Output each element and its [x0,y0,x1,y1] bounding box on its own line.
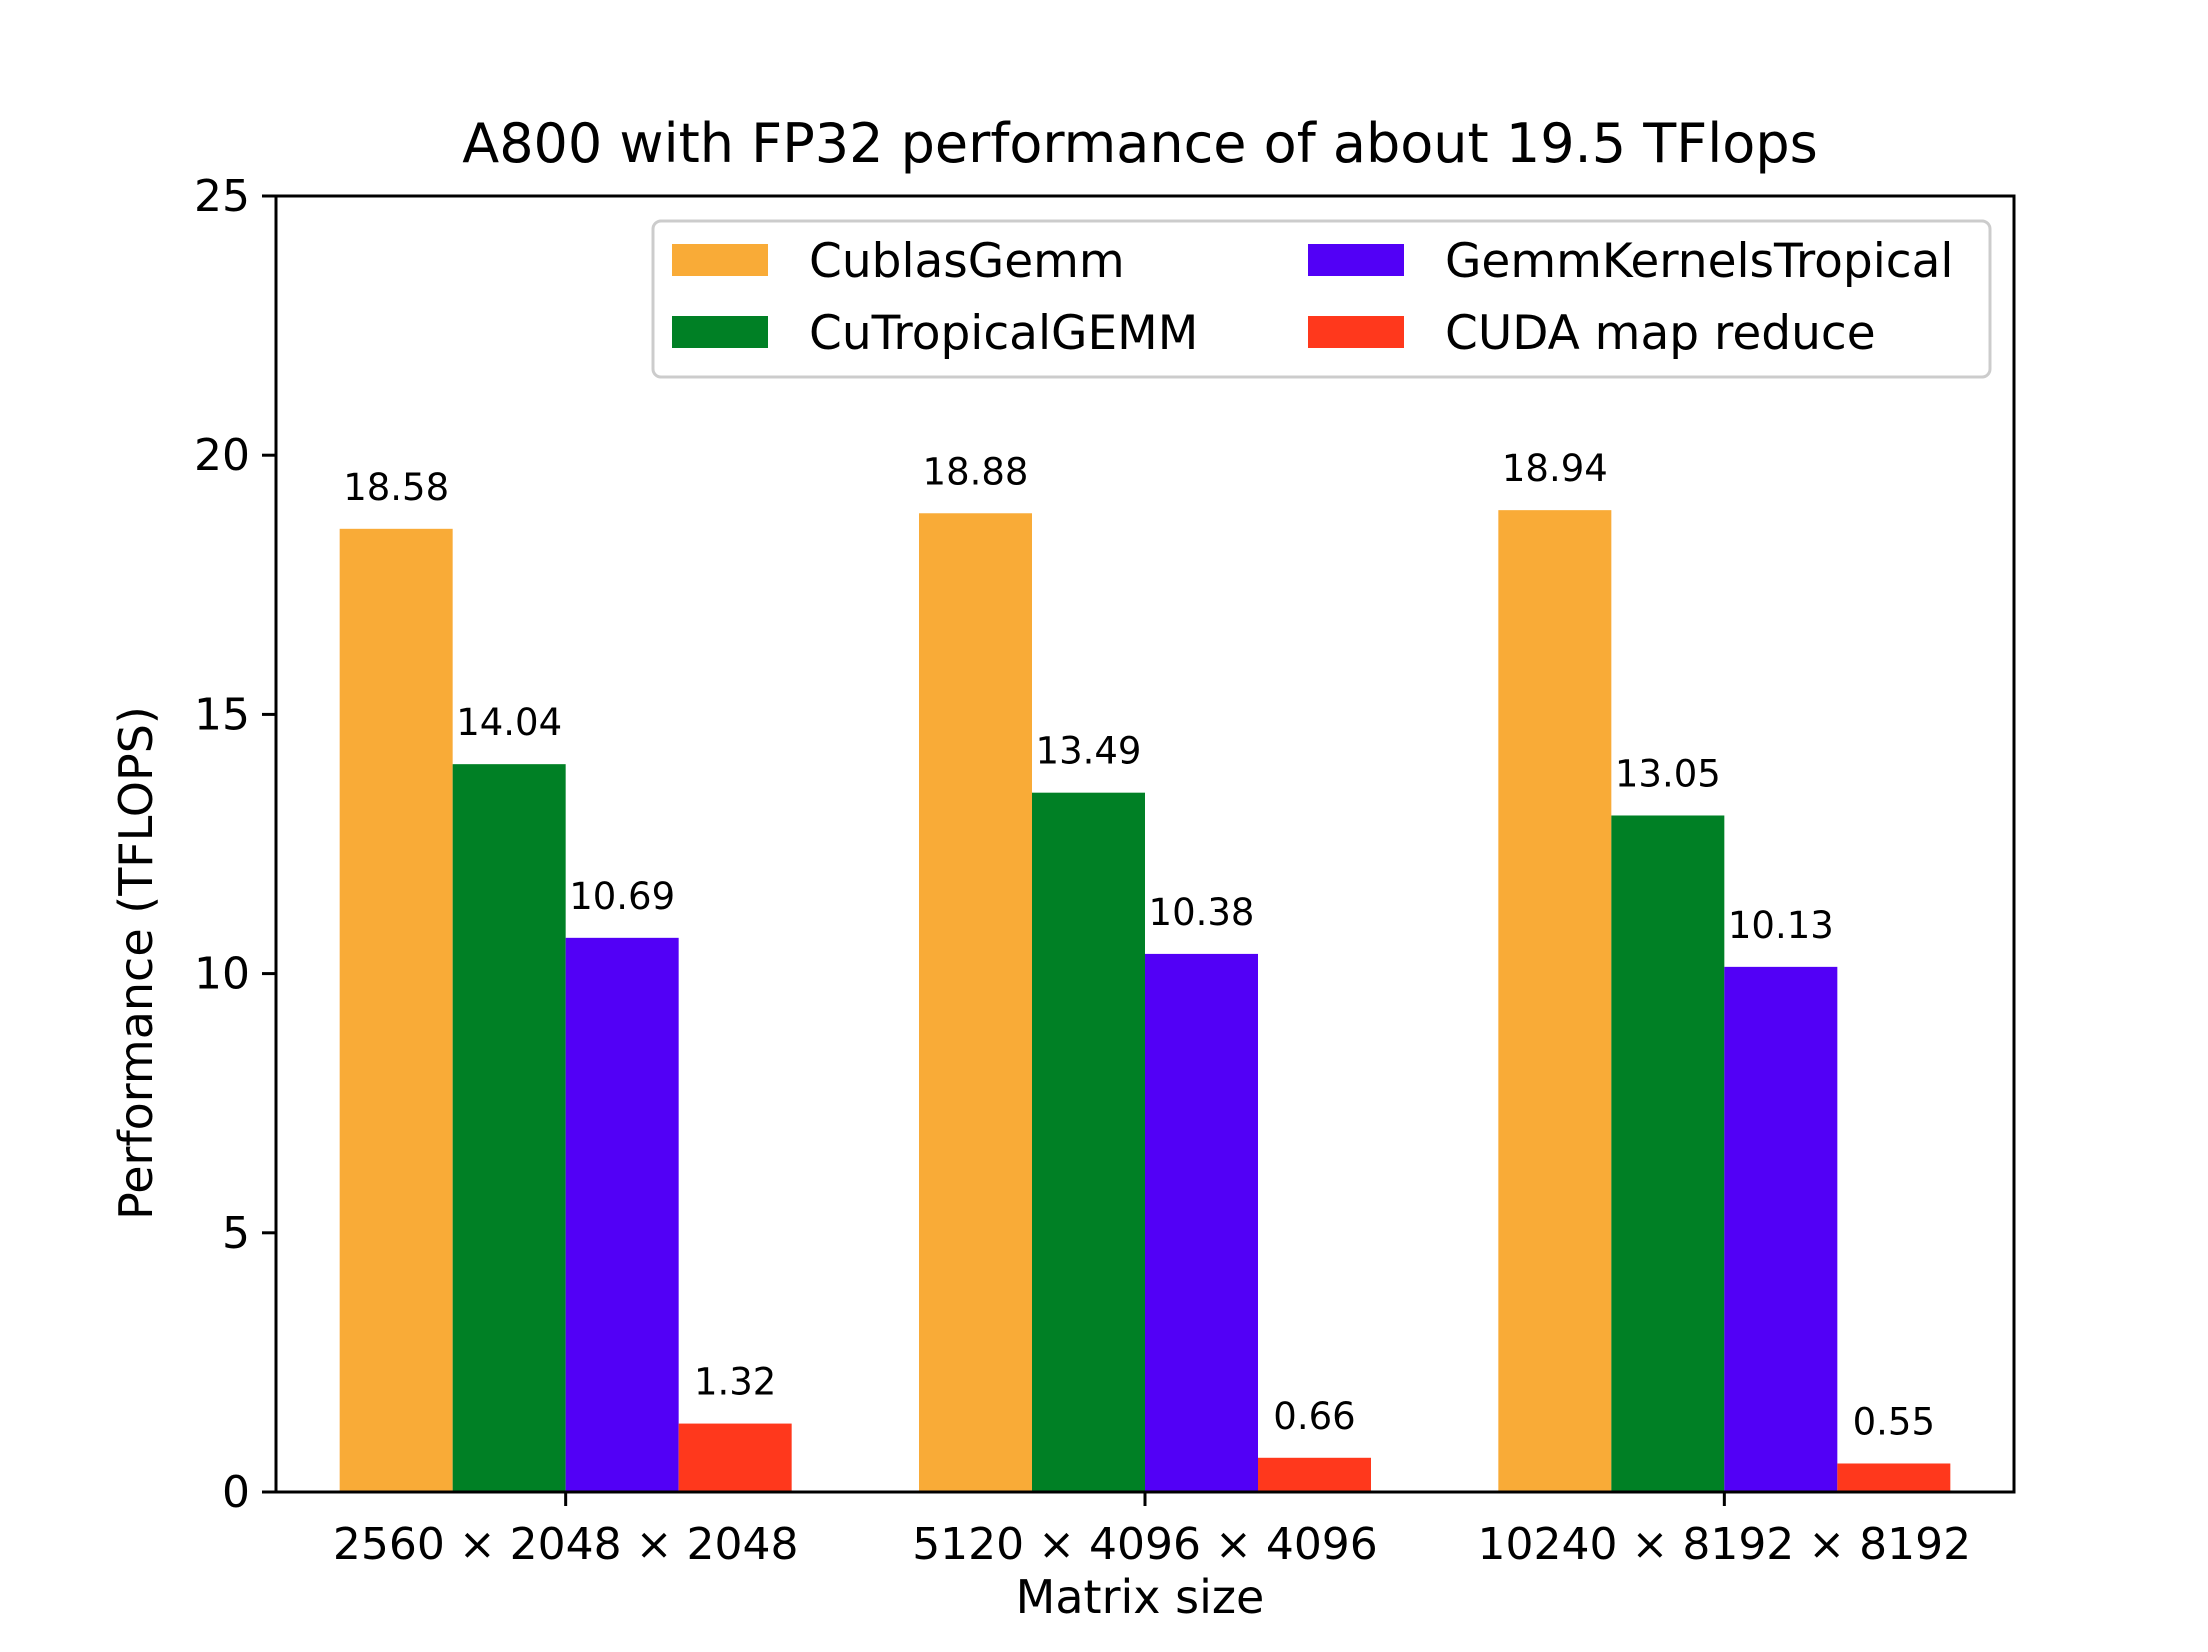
legend-box [651,219,1992,379]
legend-label: GemmKernelsTropical [1445,234,1954,289]
bar-1-1 [1032,792,1145,1492]
legend: CublasGemm CuTropicalGEMM GemmKernelsTropi… [651,219,1992,379]
x-tick-label: 2560 × 2048 × 2048 [333,1519,799,1570]
bar-0-1 [919,513,1032,1492]
y-axis: 0 5 10 15 20 25 [194,171,276,1518]
y-tick-label: 15 [194,689,250,740]
bars-layer [339,510,1951,1492]
bar-2-2 [1724,966,1838,1492]
y-tick-label: 5 [222,1208,250,1259]
legend-label: CuTropicalGEMM [809,306,1198,361]
bar-value-label: 18.94 [1502,447,1608,490]
bar-value-label: 10.69 [569,875,675,918]
legend-label: CublasGemm [809,234,1125,289]
bar-2-1 [1145,953,1258,1492]
legend-entries: CublasGemm CuTropicalGEMM GemmKernelsTropi… [672,234,1954,361]
bar-value-label: 18.88 [923,450,1029,493]
bar-value-label: 10.13 [1728,904,1834,947]
legend-swatch [672,244,768,276]
y-axis-label: Performance (TFLOPS) [109,706,163,1220]
legend-swatch [1308,244,1404,276]
bar-value-label: 13.49 [1036,730,1142,773]
bar-value-label: 0.55 [1853,1400,1935,1443]
bar-1-0 [452,764,566,1492]
bar-value-label: 13.05 [1615,752,1721,795]
x-axis-label: Matrix size [1016,1570,1265,1624]
bar-value-label: 1.32 [694,1361,776,1404]
y-tick-label: 0 [222,1467,250,1518]
x-tick-label: 5120 × 4096 × 4096 [912,1519,1378,1570]
x-axis: 2560 × 2048 × 2048 5120 × 4096 × 4096 1024… [333,1492,1971,1570]
legend-swatch [672,316,768,348]
bar-1-2 [1611,815,1725,1492]
bar-2-0 [565,937,679,1492]
legend-label: CUDA map reduce [1445,306,1876,361]
legend-swatch [1308,316,1404,348]
bar-value-label: 18.58 [343,466,449,509]
bar-labels-layer: 18.58 18.88 18.94 14.04 13.49 13.05 10.69 10.38… [343,447,1935,1443]
y-tick-label: 10 [194,949,250,1000]
bar-3-1 [1258,1457,1371,1492]
bar-value-label: 14.04 [456,701,562,744]
y-tick-label: 25 [194,171,250,222]
bar-3-2 [1837,1463,1951,1492]
bar-3-0 [678,1423,792,1492]
bar-0-2 [1498,510,1612,1492]
x-tick-label: 10240 × 8192 × 8192 [1478,1519,1972,1570]
chart-title: A800 with FP32 performance of about 19.5… [462,112,1817,175]
y-tick-label: 20 [194,430,250,481]
bar-0-0 [339,528,453,1492]
bar-value-label: 10.38 [1149,891,1255,934]
bar-value-label: 0.66 [1273,1395,1355,1438]
